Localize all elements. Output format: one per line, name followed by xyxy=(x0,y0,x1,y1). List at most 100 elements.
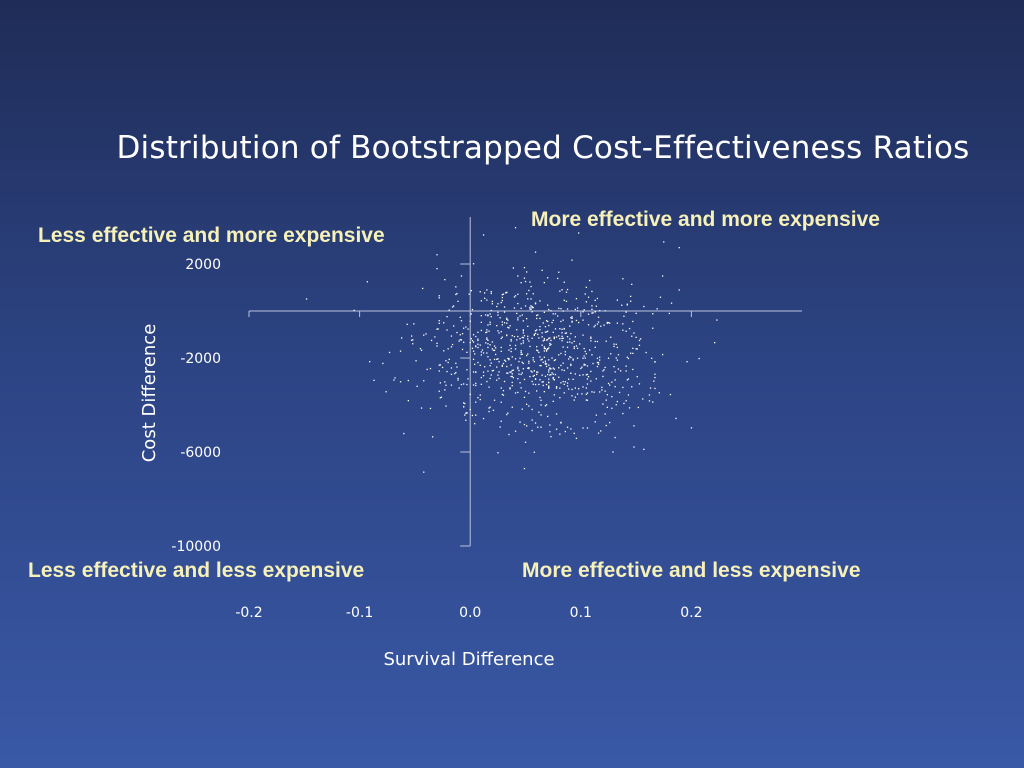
scatter-point xyxy=(591,308,593,310)
scatter-point xyxy=(593,326,595,328)
scatter-point xyxy=(466,412,468,414)
scatter-point xyxy=(501,324,503,326)
scatter-point xyxy=(501,321,503,323)
scatter-point xyxy=(562,380,564,383)
scatter-point xyxy=(510,371,512,373)
quadrant-label-bottom-left: Less effective and less expensive xyxy=(28,559,364,582)
scatter-point xyxy=(621,304,623,306)
scatter-point xyxy=(486,338,488,340)
scatter-point xyxy=(554,373,557,376)
scatter-point xyxy=(649,387,652,389)
scatter-point xyxy=(533,333,535,335)
scatter-point xyxy=(555,336,558,338)
scatter-point xyxy=(560,421,562,423)
scatter-point xyxy=(538,383,540,386)
scatter-point xyxy=(522,320,524,322)
scatter-point xyxy=(590,380,592,382)
scatter-point xyxy=(524,280,527,283)
scatter-point xyxy=(536,349,538,351)
scatter-point xyxy=(394,377,396,379)
scatter-point xyxy=(547,330,549,332)
scatter-point xyxy=(488,330,490,332)
scatter-point xyxy=(543,346,545,348)
scatter-point xyxy=(440,396,443,398)
scatter-point xyxy=(584,293,586,295)
scatter-point xyxy=(594,324,596,327)
scatter-point xyxy=(501,336,503,338)
scatter-point xyxy=(491,370,493,372)
scatter-point xyxy=(514,295,517,297)
scatter-point xyxy=(558,307,560,310)
scatter-point xyxy=(522,368,524,370)
scatter-point xyxy=(552,367,554,369)
scatter-point xyxy=(553,337,555,340)
scatter-point xyxy=(439,397,441,399)
y-tick-label: -10000 xyxy=(171,539,221,555)
scatter-point xyxy=(591,312,593,314)
scatter-point xyxy=(678,247,680,249)
scatter-point xyxy=(573,432,575,434)
y-axis-title: Cost Difference xyxy=(139,324,160,463)
scatter-point xyxy=(528,392,530,394)
scatter-point xyxy=(571,320,573,322)
x-tick-label: -0.2 xyxy=(235,605,262,621)
scatter-point xyxy=(632,320,634,323)
scatter-point xyxy=(534,378,537,380)
scatter-point xyxy=(600,430,602,432)
scatter-point xyxy=(460,320,463,322)
scatter-point xyxy=(554,328,557,330)
scatter-point xyxy=(501,294,503,296)
scatter-point xyxy=(615,357,617,359)
scatter-point xyxy=(521,408,523,410)
scatter-point xyxy=(606,394,608,396)
scatter-point xyxy=(487,314,489,316)
scatter-point xyxy=(513,336,516,338)
scatter-point xyxy=(475,346,477,348)
scatter-point xyxy=(514,430,517,432)
scatter-point xyxy=(511,373,513,375)
scatter-point xyxy=(596,323,599,325)
scatter-point xyxy=(571,316,573,318)
scatter-point xyxy=(575,345,578,347)
scatter-point xyxy=(472,384,475,386)
scatter-point xyxy=(501,299,503,302)
scatter-point xyxy=(388,351,391,354)
scatter-point xyxy=(630,300,632,302)
scatter-point xyxy=(573,399,575,401)
scatter-point xyxy=(541,374,543,376)
scatter-point xyxy=(591,290,593,293)
scatter-point xyxy=(508,433,510,436)
scatter-point xyxy=(487,339,489,341)
scatter-point xyxy=(487,346,489,349)
scatter-point xyxy=(570,364,572,366)
scatter-point xyxy=(652,313,654,315)
scatter-point xyxy=(509,388,511,390)
scatter-point xyxy=(475,401,477,403)
scatter-point xyxy=(561,289,563,291)
scatter-point xyxy=(591,354,593,356)
scatter-point xyxy=(532,359,534,361)
scatter-point xyxy=(506,291,508,294)
scatter-point xyxy=(570,372,572,374)
scatter-point xyxy=(547,339,549,341)
scatter-point xyxy=(531,371,533,373)
scatter-point xyxy=(648,394,651,396)
scatter-point xyxy=(539,356,541,358)
scatter-point xyxy=(539,396,541,399)
scatter-point xyxy=(537,350,539,352)
scatter-point xyxy=(544,331,547,333)
scatter-point xyxy=(489,359,491,361)
scatter-point xyxy=(536,317,538,320)
scatter-point xyxy=(576,357,579,359)
scatter-point xyxy=(467,328,469,330)
scatter-point xyxy=(604,310,606,312)
scatter-point xyxy=(531,380,533,383)
scatter-point xyxy=(590,370,592,373)
scatter-point xyxy=(570,356,572,359)
scatter-point xyxy=(620,370,622,372)
scatter-point xyxy=(489,344,491,346)
scatter-point xyxy=(576,347,579,349)
scatter-point xyxy=(574,373,576,375)
scatter-point xyxy=(555,428,558,430)
scatter-point xyxy=(520,373,522,376)
